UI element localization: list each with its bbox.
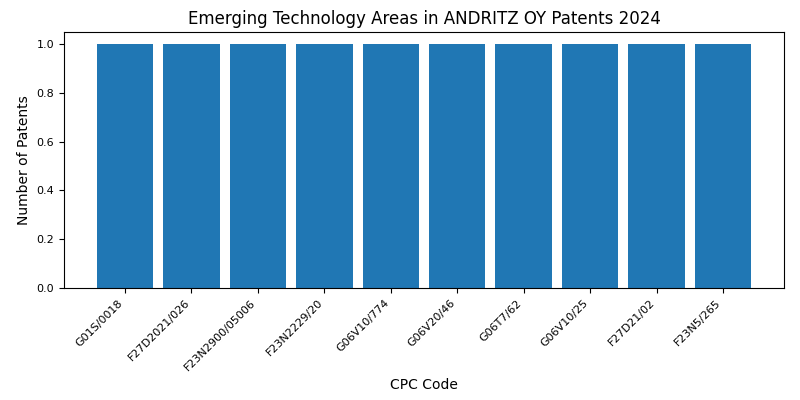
Bar <box>230 44 286 288</box>
Bar <box>495 44 552 288</box>
Bar <box>562 44 618 288</box>
Bar <box>694 44 751 288</box>
Bar <box>429 44 486 288</box>
Bar <box>296 44 353 288</box>
Bar <box>628 44 685 288</box>
Bar <box>163 44 220 288</box>
Title: Emerging Technology Areas in ANDRITZ OY Patents 2024: Emerging Technology Areas in ANDRITZ OY … <box>187 10 661 28</box>
Y-axis label: Number of Patents: Number of Patents <box>17 95 31 225</box>
Bar <box>362 44 419 288</box>
X-axis label: CPC Code: CPC Code <box>390 378 458 392</box>
Bar <box>97 44 154 288</box>
